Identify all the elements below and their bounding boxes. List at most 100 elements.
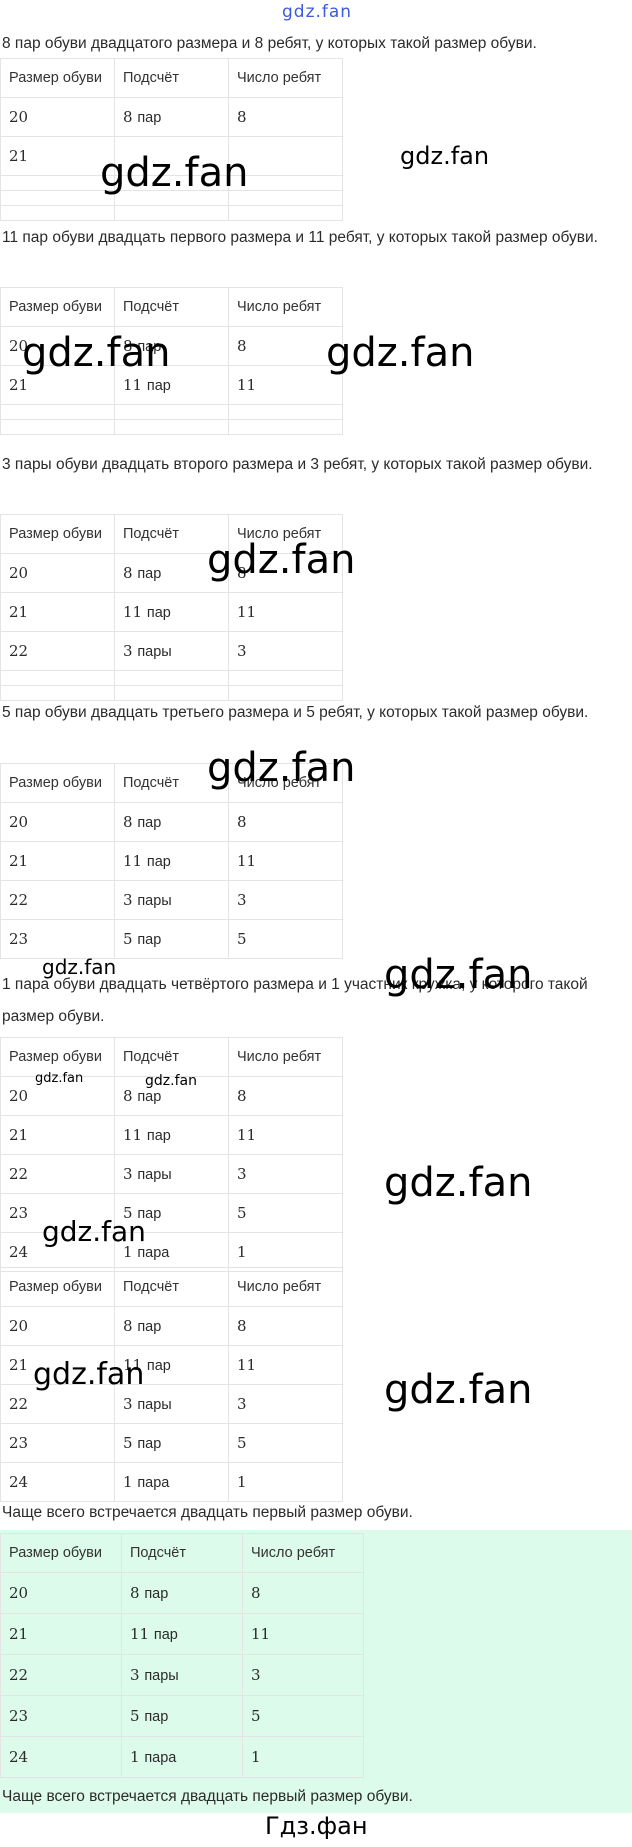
table-cell xyxy=(114,136,229,176)
section-text: 1 пара обуви двадцать четвёртого размера… xyxy=(2,976,588,1025)
header-cell: Число ребят xyxy=(228,287,343,327)
header-cell: Число ребят xyxy=(242,1533,364,1573)
watermark: gdz.fan xyxy=(42,1215,146,1248)
table-cell: 8 xyxy=(242,1572,364,1614)
shoe-size-table: Размер обуви Подсчёт Число ребят 20 8 пар 8 21… xyxy=(0,763,343,959)
table-cell: 1 пара xyxy=(114,1462,229,1502)
table-cell: 21 xyxy=(0,841,115,881)
header-cell: Размер обуви xyxy=(0,763,115,803)
table-header: Размер обуви Подсчёт Число ребят xyxy=(0,1267,343,1307)
table-cell: 8 xyxy=(228,1306,343,1346)
watermark-top: gdz.fan xyxy=(282,2,353,22)
table-cell: 24 xyxy=(0,1736,122,1778)
table-header: Размер обуви Подсчёт Число ребят xyxy=(0,58,343,98)
watermark: gdz.fan xyxy=(145,1073,197,1089)
table-cell: 24 xyxy=(0,1232,115,1272)
table-cell: 3 пары xyxy=(121,1654,243,1696)
watermark: gdz.fan xyxy=(100,150,249,196)
header-cell: Число ребят xyxy=(228,1037,343,1077)
watermark: gdz.fan xyxy=(384,1160,533,1206)
table-row: 22 3 пары 3 xyxy=(0,1654,364,1696)
header-cell: Размер обуви xyxy=(0,514,115,554)
table-cell: 5 xyxy=(228,1193,343,1233)
table-cell: 24 xyxy=(0,1462,115,1502)
header-cell: Размер обуви xyxy=(0,287,115,327)
table-row: 24 1 пара 1 xyxy=(0,1462,343,1502)
table-row: 21 11 пар 11 xyxy=(0,1345,343,1385)
blank-row xyxy=(0,419,343,435)
table-cell: 1 пара xyxy=(121,1736,243,1778)
table-cell: 3 xyxy=(228,1154,343,1194)
table-cell: 5 пар xyxy=(121,1695,243,1737)
table-header: Размер обуви Подсчёт Число ребят xyxy=(0,287,343,327)
section-text: 5 пар обуви двадцать третьего размера и … xyxy=(2,704,589,721)
shoe-size-table: Размер обуви Подсчёт Число ребят 20 8 пар 8 21… xyxy=(0,287,343,435)
table-cell: 8 xyxy=(228,1076,343,1116)
shoe-size-table: Размер обуви Подсчёт Число ребят 20 8 пар 8 21… xyxy=(0,1533,364,1778)
table-cell: 11 пар xyxy=(114,1345,229,1385)
table-cell: 20 xyxy=(0,1306,115,1346)
table-cell: 8 xyxy=(228,97,343,137)
header-cell: Подсчёт xyxy=(114,58,229,98)
header-cell: Подсчёт xyxy=(114,1267,229,1307)
conclusion-text: Чаще всего встречается двадцать первый р… xyxy=(2,1504,413,1521)
watermark: gdz.fan xyxy=(384,1367,533,1413)
table-cell: 23 xyxy=(0,1423,115,1463)
table-cell: 23 xyxy=(0,1695,122,1737)
table-cell: 20 xyxy=(0,802,115,842)
blank-row xyxy=(0,205,343,221)
table-header: Размер обуви Подсчёт Число ребят xyxy=(0,514,343,554)
table-cell: 8 пар xyxy=(114,1076,229,1116)
table-row: 20 8 пар 8 xyxy=(0,326,343,366)
table-row: 22 3 пары 3 xyxy=(0,880,343,920)
table-cell: 11 xyxy=(228,1345,343,1385)
header-cell: Подсчёт xyxy=(114,1037,229,1077)
table-cell: 8 пар xyxy=(114,326,229,366)
header-cell: Число ребят xyxy=(228,1267,343,1307)
table-row: 23 5 пар 5 xyxy=(0,1423,343,1463)
table-cell: 5 xyxy=(228,1423,343,1463)
header-cell: Подсчёт xyxy=(114,763,229,803)
table-cell: 21 xyxy=(0,365,115,405)
table-cell: 3 пары xyxy=(114,631,229,671)
table-cell: 8 xyxy=(228,802,343,842)
answer-conclusion: Чаще всего встречается двадцать первый р… xyxy=(2,1788,413,1805)
table-cell: 22 xyxy=(0,1384,115,1424)
table-cell: 5 пар xyxy=(114,1193,229,1233)
table-cell: 11 пар xyxy=(114,841,229,881)
watermark: gdz.fan xyxy=(42,955,117,979)
table-cell: 1 xyxy=(228,1232,343,1272)
table-row: 23 5 пар 5 xyxy=(0,1695,364,1737)
table-cell: 5 пар xyxy=(114,919,229,959)
table-cell: 8 пар xyxy=(121,1572,243,1614)
table-row: 23 5 пар 5 xyxy=(0,1193,343,1233)
watermark: gdz.fan xyxy=(400,142,490,170)
table-cell: 8 xyxy=(228,553,343,593)
table-cell: 11 xyxy=(242,1613,364,1655)
table-cell: 11 xyxy=(228,365,343,405)
table-cell: 11 пар xyxy=(114,592,229,632)
table-cell: 22 xyxy=(0,1654,122,1696)
table-row: 20 8 пар 8 xyxy=(0,553,343,593)
header-cell: Число ребят xyxy=(228,514,343,554)
table-row: 22 3 пары 3 xyxy=(0,1154,343,1194)
header-cell: Размер обуви xyxy=(0,1267,115,1307)
table-cell: 11 xyxy=(228,592,343,632)
watermark: gdz.fan xyxy=(35,1071,84,1086)
table-cell: 5 xyxy=(242,1695,364,1737)
table-cell: 5 пар xyxy=(114,1423,229,1463)
table-row: 21 11 пар 11 xyxy=(0,841,343,881)
section-text: 11 пар обуви двадцать первого размера и … xyxy=(2,229,598,246)
table-cell: 3 xyxy=(228,1384,343,1424)
table-cell: 5 xyxy=(228,919,343,959)
table-cell: 8 пар xyxy=(114,553,229,593)
table-cell: 8 пар xyxy=(114,1306,229,1346)
table-row: 22 3 пары 3 xyxy=(0,631,343,671)
header-cell: Подсчёт xyxy=(114,287,229,327)
table-cell: 1 xyxy=(242,1736,364,1778)
table-cell: 21 xyxy=(0,592,115,632)
table-row: 20 8 пар 8 xyxy=(0,97,343,137)
table-cell: 22 xyxy=(0,880,115,920)
table-row: 21 11 пар 11 xyxy=(0,592,343,632)
watermark: gdz.fan xyxy=(326,330,475,376)
